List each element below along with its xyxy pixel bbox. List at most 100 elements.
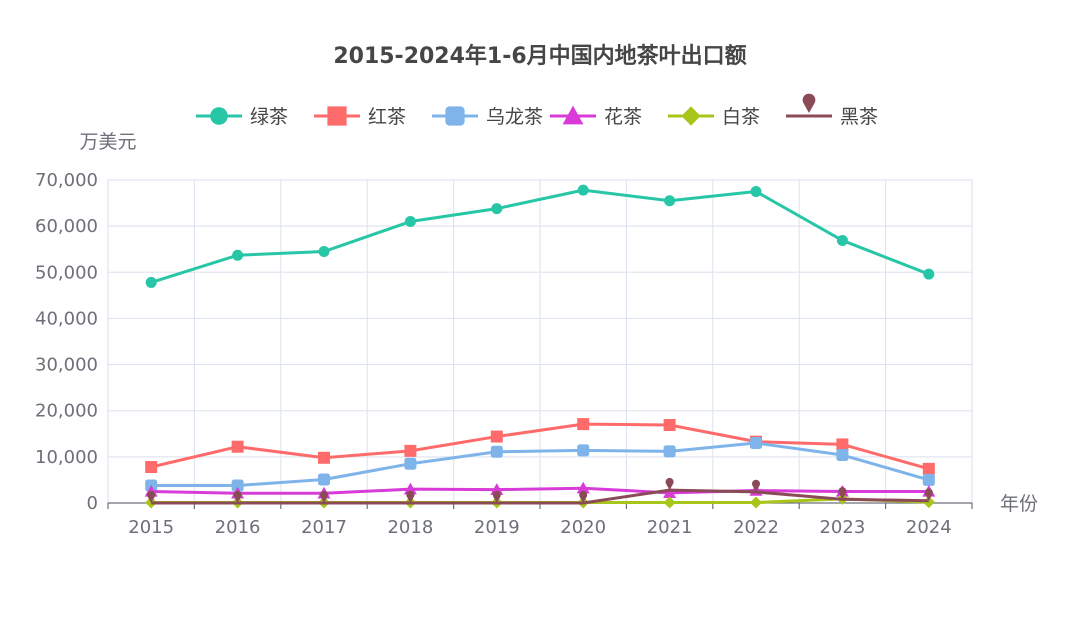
y-tick-label: 30,000 — [35, 355, 98, 376]
data-point — [327, 106, 347, 126]
chart-title: 2015-2024年1-6月中国内地茶叶出口额 — [333, 43, 746, 69]
data-point — [147, 490, 156, 503]
data-point — [752, 479, 760, 492]
grid — [107, 179, 973, 503]
pin-marker — [665, 477, 674, 491]
data-point — [665, 477, 674, 491]
data-point — [233, 490, 242, 503]
data-point — [562, 105, 584, 125]
data-point — [836, 234, 848, 246]
legend-label: 红茶 — [368, 106, 406, 128]
data-point — [922, 473, 935, 486]
legend-label: 绿茶 — [250, 106, 288, 128]
legend-label: 白茶 — [722, 106, 760, 128]
legend-item[interactable]: 绿茶 — [196, 106, 288, 128]
data-point — [406, 490, 415, 503]
x-tick-label: 2024 — [906, 517, 952, 538]
data-point — [404, 457, 417, 470]
legend-item[interactable]: 红茶 — [314, 106, 406, 128]
series-lines — [144, 184, 936, 509]
pin-marker — [320, 490, 329, 503]
legend-item[interactable]: 花茶 — [550, 105, 642, 128]
pin-marker — [802, 93, 816, 113]
data-point — [923, 268, 935, 280]
x-tick-label: 2016 — [215, 517, 261, 538]
data-point — [231, 440, 244, 453]
data-point — [490, 445, 503, 458]
x-tick-label: 2020 — [560, 517, 606, 538]
data-point — [145, 461, 158, 474]
series-2 — [145, 437, 935, 492]
data-point — [924, 488, 933, 501]
pin-marker — [233, 490, 242, 503]
pin-marker — [752, 479, 760, 492]
pin-marker — [579, 490, 588, 503]
series-line — [151, 441, 930, 487]
pin-marker — [924, 488, 933, 501]
legend-label: 黑茶 — [840, 106, 878, 128]
data-point — [231, 479, 244, 492]
data-point — [577, 184, 589, 196]
data-point — [802, 93, 816, 113]
data-point — [663, 496, 676, 509]
data-point — [404, 216, 416, 228]
data-point — [492, 490, 501, 503]
series-0 — [145, 184, 935, 288]
data-point — [145, 276, 157, 288]
data-point — [577, 444, 590, 457]
axes: 0 10,000 20,000 30,000 40,000 50,000 60,000 70,… — [35, 170, 973, 538]
y-tick-label: 50,000 — [35, 262, 98, 283]
pin-marker — [838, 487, 847, 500]
data-point — [404, 444, 417, 457]
y-tick-label: 70,000 — [35, 170, 98, 191]
x-tick-label: 2017 — [301, 517, 347, 538]
y-tick-label: 20,000 — [35, 401, 98, 422]
data-point — [576, 481, 590, 494]
data-point — [210, 107, 228, 125]
data-point — [663, 445, 676, 458]
series-line — [150, 188, 930, 284]
data-point — [750, 186, 762, 198]
data-point — [836, 438, 849, 451]
series-5 — [147, 477, 933, 505]
legend-item[interactable]: 白茶 — [668, 106, 760, 128]
legend-item[interactable]: 黑茶 — [786, 93, 878, 128]
data-point — [490, 430, 503, 443]
series-line — [151, 486, 929, 495]
x-tick-label: 2021 — [647, 517, 693, 538]
data-point — [445, 106, 465, 126]
series-line — [151, 488, 929, 505]
legend: 绿茶 红茶 乌龙茶 花茶 白茶 黑茶 — [196, 93, 878, 128]
legend-item[interactable]: 乌龙茶 — [432, 106, 543, 128]
data-point — [577, 418, 590, 431]
data-point — [232, 249, 244, 261]
x-tick-label: 2019 — [474, 517, 520, 538]
data-point — [320, 490, 329, 503]
data-point — [579, 490, 588, 503]
x-tick-label: 2022 — [733, 517, 779, 538]
legend-label: 乌龙茶 — [486, 106, 543, 128]
data-point — [750, 437, 762, 450]
x-tick-label: 2018 — [387, 517, 433, 538]
legend-label: 花茶 — [604, 106, 642, 128]
data-point — [836, 449, 849, 462]
pin-marker — [147, 490, 156, 503]
pin-marker — [406, 490, 415, 503]
x-tick-label: 2015 — [128, 517, 174, 538]
y-tick-label: 60,000 — [35, 216, 98, 237]
data-point — [490, 483, 504, 495]
data-point — [922, 496, 935, 509]
x-axis-label: 年份 — [1000, 493, 1038, 515]
data-point — [318, 246, 330, 258]
series-line — [150, 422, 930, 471]
pin-marker — [492, 490, 501, 503]
data-point — [838, 487, 847, 500]
x-tick-label: 2023 — [819, 517, 865, 538]
data-point — [318, 473, 330, 486]
y-tick-label: 10,000 — [35, 447, 98, 468]
data-point — [663, 486, 677, 499]
y-axis-label: 万美元 — [79, 131, 136, 153]
data-point — [318, 451, 330, 464]
